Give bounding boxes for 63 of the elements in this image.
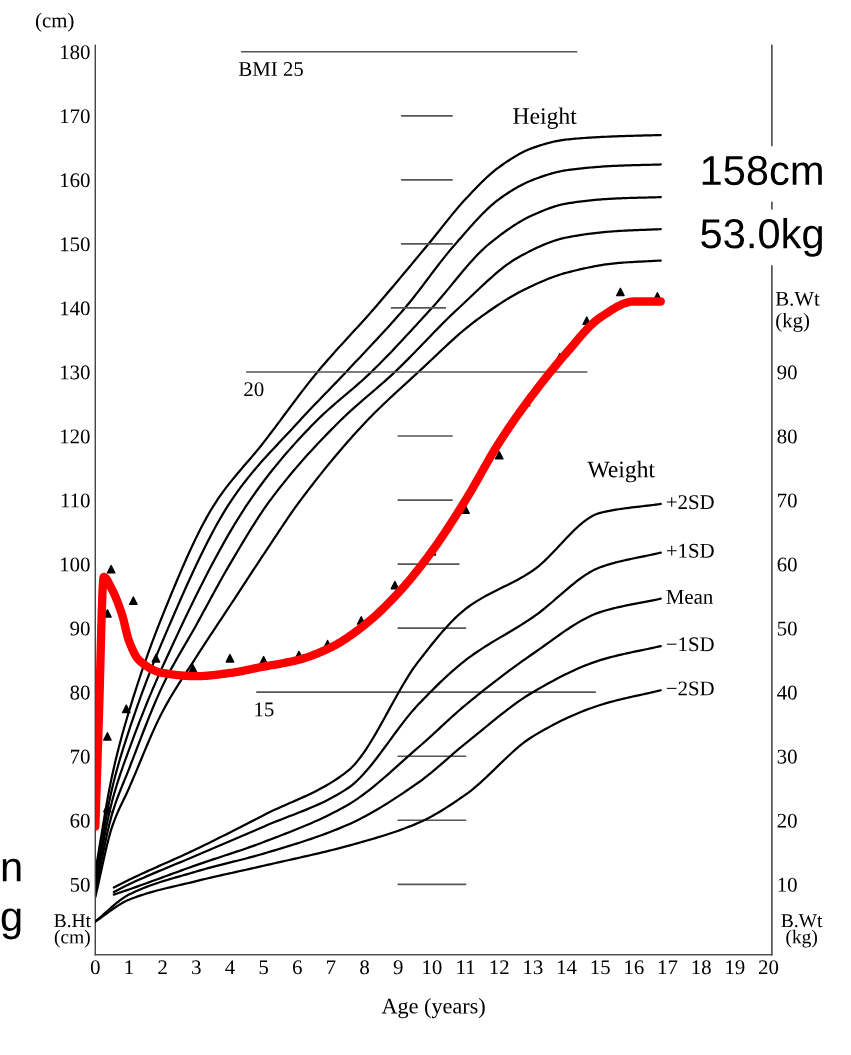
text: g [1,908,21,940]
y2-tick-label: 30 [777,749,797,764]
series-label: −1SD [666,637,714,652]
text: B.Wt (kg) [781,914,823,948]
series-label: 15 [255,702,274,717]
x-tick-label: 20 [758,960,779,975]
y2-tick-label: 60 [777,557,797,572]
x-tick-label: 17 [658,960,678,975]
x-tick-label: 6 [292,960,302,975]
x-tick-label: 3 [192,960,201,975]
y-tick-label: 180 [61,45,90,60]
y2-tick-label: 80 [777,429,797,444]
y2-tick-label: 90 [777,365,797,380]
annotation: Height [513,107,577,129]
y-tick-label: 160 [61,173,90,188]
y-tick-label: 60 [70,813,90,828]
x-tick-label: 12 [490,960,509,975]
x-tick-label: 2 [158,960,167,975]
x-axis-title: Age (years) [381,997,485,1019]
series-label: 20 [244,382,264,397]
y-tick-label: 70 [70,749,90,764]
y2-tick-label: 70 [778,493,797,508]
series-label: −2SD [666,681,714,696]
y-tick-label: 90 [70,621,90,636]
x-tick-label: 0 [90,960,100,975]
x-tick-label: 1 [125,960,133,975]
y2-tick-label: 50 [777,621,797,636]
x-tick-label: 16 [625,960,644,975]
x-tick-label: 15 [591,960,610,975]
y-tick-label: 110 [61,493,90,508]
x-tick-label: 5 [259,960,268,975]
annotation: Weight [587,460,655,483]
series-label: Mean [666,590,713,604]
annotation: 53.0kg [701,217,822,257]
x-tick-label: 8 [360,960,369,975]
series-label: +1SD [666,543,714,558]
x-tick-label: 11 [457,960,475,975]
y-tick-label: 80 [70,685,90,700]
series-label: +2SD [666,495,714,510]
y-tick-label: 140 [61,301,90,316]
y-tick-label: 100 [61,557,90,572]
y-tick-label: 130 [61,365,90,380]
x-tick-label: 9 [393,960,403,975]
text: B.Ht (cm) [54,914,91,948]
y2-tick-label: 20 [777,813,797,828]
annotation: 158cm [702,155,822,186]
y-tick-label: 150 [61,237,90,252]
x-tick-label: 13 [524,960,543,975]
y-axis-title: (cm) [35,12,74,32]
x-tick-label: 18 [692,960,711,975]
x-tick-label: 10 [423,960,442,975]
text: n [2,858,21,882]
y-tick-label: 120 [61,429,90,444]
x-tick-label: 14 [557,960,577,975]
y-tick-label: 50 [70,877,90,892]
y-tick-label: 170 [61,109,90,124]
x-tick-label: 4 [225,960,235,975]
y2-axis-title: B.Wt (kg) [775,291,820,332]
y2-tick-label: 10 [778,877,797,892]
x-tick-label: 7 [327,960,336,975]
y2-tick-label: 40 [777,685,797,700]
x-tick-label: 19 [726,960,745,975]
series-label: BMI 25 [238,62,303,77]
